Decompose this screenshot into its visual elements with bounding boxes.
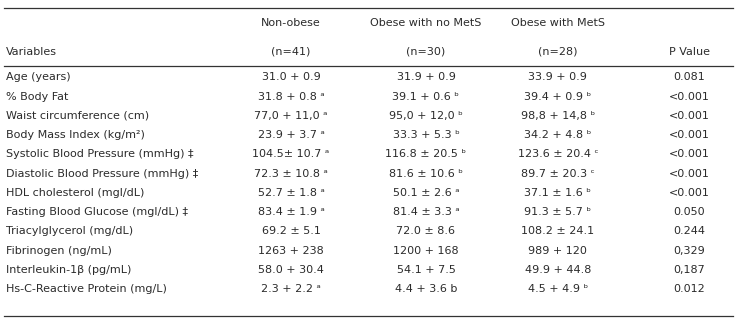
Text: 58.0 + 30.4: 58.0 + 30.4 [258,265,324,275]
Text: Triacylglycerol (mg/dL): Triacylglycerol (mg/dL) [6,226,133,236]
Text: 4.4 + 3.6 b: 4.4 + 3.6 b [395,284,457,294]
Text: 0.081: 0.081 [673,72,705,82]
Text: Variables: Variables [6,47,57,57]
Text: 54.1 + 7.5: 54.1 + 7.5 [397,265,455,275]
Text: 52.7 ± 1.8 ᵃ: 52.7 ± 1.8 ᵃ [258,188,324,198]
Text: 31.8 + 0.8 ᵃ: 31.8 + 0.8 ᵃ [258,92,324,102]
Text: Hs-C-Reactive Protein (mg/L): Hs-C-Reactive Protein (mg/L) [6,284,167,294]
Text: 0.050: 0.050 [674,207,705,217]
Text: 81.4 ± 3.3 ᵃ: 81.4 ± 3.3 ᵃ [393,207,459,217]
Text: 33.9 + 0.9: 33.9 + 0.9 [528,72,587,82]
Text: 2.3 + 2.2 ᵃ: 2.3 + 2.2 ᵃ [261,284,321,294]
Text: Diastolic Blood Pressure (mmHg) ‡: Diastolic Blood Pressure (mmHg) ‡ [6,169,198,179]
Text: 23.9 + 3.7 ᵃ: 23.9 + 3.7 ᵃ [258,130,324,140]
Text: 69.2 ± 5.1: 69.2 ± 5.1 [262,226,321,236]
Text: 39.4 + 0.9 ᵇ: 39.4 + 0.9 ᵇ [524,92,592,102]
Text: 72.0 ± 8.6: 72.0 ± 8.6 [397,226,455,236]
Text: 83.4 ± 1.9 ᵃ: 83.4 ± 1.9 ᵃ [258,207,324,217]
Text: (n=28): (n=28) [538,47,578,57]
Text: Obese with no MetS: Obese with no MetS [370,18,482,28]
Text: 116.8 ± 20.5 ᵇ: 116.8 ± 20.5 ᵇ [385,149,467,159]
Text: 98,8 + 14,8 ᵇ: 98,8 + 14,8 ᵇ [521,111,595,121]
Text: 123.6 ± 20.4 ᶜ: 123.6 ± 20.4 ᶜ [517,149,598,159]
Text: (n=30): (n=30) [406,47,446,57]
Text: <0.001: <0.001 [668,188,710,198]
Text: (n=41): (n=41) [271,47,311,57]
Text: 104.5± 10.7 ᵃ: 104.5± 10.7 ᵃ [253,149,329,159]
Text: Fibrinogen (ng/mL): Fibrinogen (ng/mL) [6,246,112,256]
Text: 34.2 + 4.8 ᵇ: 34.2 + 4.8 ᵇ [524,130,592,140]
Text: 0,329: 0,329 [673,246,705,256]
Text: 89.7 ± 20.3 ᶜ: 89.7 ± 20.3 ᶜ [521,169,595,179]
Text: <0.001: <0.001 [668,130,710,140]
Text: 33.3 + 5.3 ᵇ: 33.3 + 5.3 ᵇ [393,130,459,140]
Text: Fasting Blood Glucose (mgl/dL) ‡: Fasting Blood Glucose (mgl/dL) ‡ [6,207,188,217]
Text: 0,187: 0,187 [673,265,705,275]
Text: 31.0 + 0.9: 31.0 + 0.9 [262,72,321,82]
Text: % Body Fat: % Body Fat [6,92,69,102]
Text: Obese with MetS: Obese with MetS [511,18,605,28]
Text: <0.001: <0.001 [668,92,710,102]
Text: 72.3 ± 10.8 ᵃ: 72.3 ± 10.8 ᵃ [254,169,328,179]
Text: <0.001: <0.001 [668,149,710,159]
Text: 0.012: 0.012 [673,284,705,294]
Text: 77,0 + 11,0 ᵃ: 77,0 + 11,0 ᵃ [254,111,328,121]
Text: 31.9 + 0.9: 31.9 + 0.9 [397,72,455,82]
Text: 37.1 ± 1.6 ᵇ: 37.1 ± 1.6 ᵇ [525,188,591,198]
Text: 95,0 + 12,0 ᵇ: 95,0 + 12,0 ᵇ [389,111,463,121]
Text: 108.2 ± 24.1: 108.2 ± 24.1 [521,226,595,236]
Text: 39.1 + 0.6 ᵇ: 39.1 + 0.6 ᵇ [393,92,459,102]
Text: 989 + 120: 989 + 120 [528,246,587,256]
Text: 1263 + 238: 1263 + 238 [258,246,324,256]
Text: Non-obese: Non-obese [261,18,321,28]
Text: P Value: P Value [668,47,710,57]
Text: 81.6 ± 10.6 ᵇ: 81.6 ± 10.6 ᵇ [389,169,463,179]
Text: <0.001: <0.001 [668,169,710,179]
Text: <0.001: <0.001 [668,111,710,121]
Text: Waist circumference (cm): Waist circumference (cm) [6,111,149,121]
Text: 1200 + 168: 1200 + 168 [393,246,459,256]
Text: 91.3 ± 5.7 ᵇ: 91.3 ± 5.7 ᵇ [524,207,592,217]
Text: Body Mass Index (kg/m²): Body Mass Index (kg/m²) [6,130,144,140]
Text: HDL cholesterol (mgl/dL): HDL cholesterol (mgl/dL) [6,188,144,198]
Text: Age (years): Age (years) [6,72,71,82]
Text: 49.9 + 44.8: 49.9 + 44.8 [525,265,591,275]
Text: 50.1 ± 2.6 ᵃ: 50.1 ± 2.6 ᵃ [393,188,459,198]
Text: 0.244: 0.244 [673,226,705,236]
Text: 4.5 + 4.9 ᵇ: 4.5 + 4.9 ᵇ [528,284,588,294]
Text: Interleukin-1β (pg/mL): Interleukin-1β (pg/mL) [6,265,131,275]
Text: Systolic Blood Pressure (mmHg) ‡: Systolic Blood Pressure (mmHg) ‡ [6,149,193,159]
